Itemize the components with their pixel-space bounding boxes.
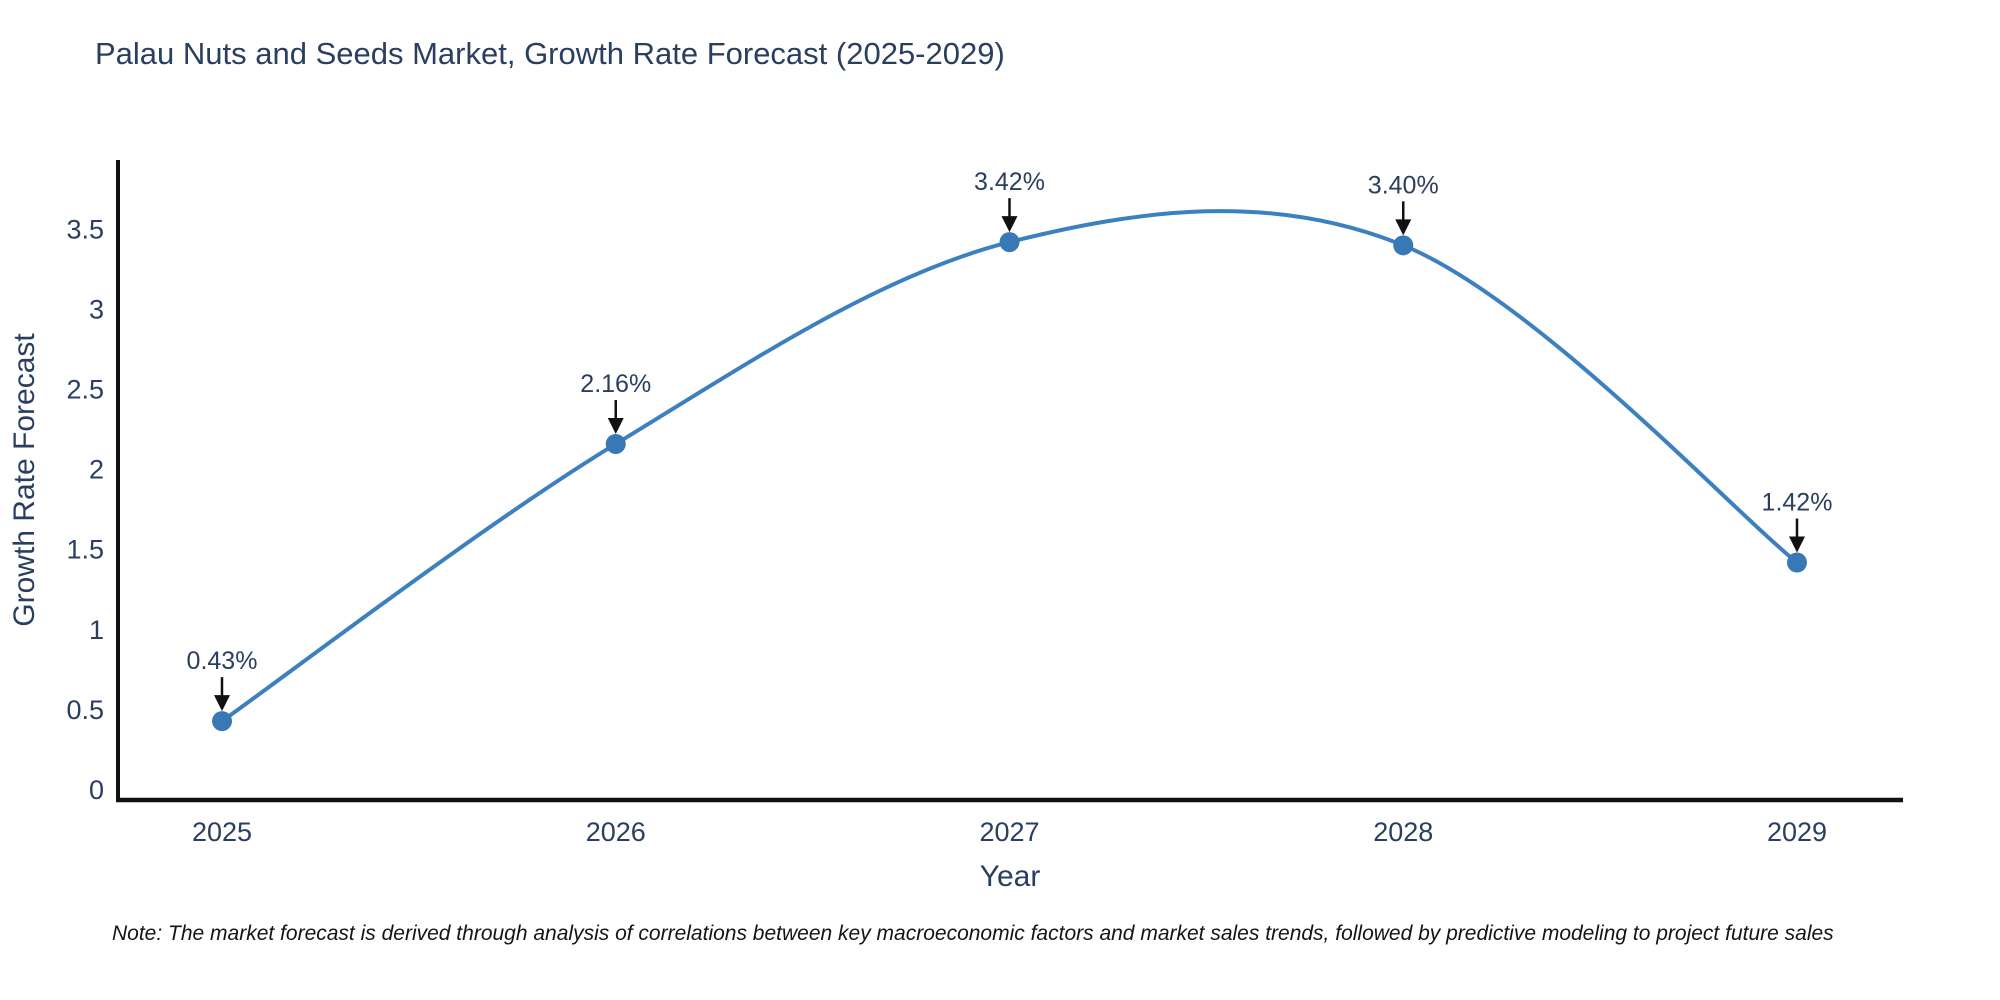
chart-title: Palau Nuts and Seeds Market, Growth Rate…: [95, 36, 1005, 71]
annotation-arrowhead-icon: [607, 417, 624, 434]
x-tick-label: 2027: [979, 817, 1039, 847]
annotation-label-2026: 2.16%: [580, 370, 651, 398]
y-tick-label: 1: [89, 615, 104, 645]
y-tick-label: 0: [89, 775, 104, 805]
data-point-2029[interactable]: [1787, 552, 1807, 573]
x-tick-label: 2026: [586, 817, 646, 847]
x-tick-label: 2025: [192, 817, 252, 847]
y-tick-label: 2.5: [66, 375, 104, 405]
annotation-arrowhead-icon: [1789, 536, 1805, 553]
annotation-label-2029: 1.42%: [1762, 489, 1833, 517]
y-tick-label: 3: [89, 294, 104, 324]
data-point-2025[interactable]: [212, 711, 232, 732]
y-tick-label: 3.5: [66, 214, 104, 244]
x-axis-title: Year: [980, 860, 1041, 893]
annotation-label-2025: 0.43%: [187, 647, 258, 675]
forecast-spline-line: [220, 209, 1799, 724]
y-axis-title: Growth Rate Forecast: [8, 333, 41, 627]
annotation-label-2027: 3.42%: [974, 168, 1045, 196]
data-point-2026[interactable]: [605, 433, 626, 454]
annotation-arrowhead-icon: [1001, 216, 1018, 233]
y-tick-label: 0.5: [66, 695, 104, 725]
y-tick-label: 2: [89, 455, 104, 485]
annotation-label-2028: 3.40%: [1368, 171, 1439, 199]
chart-footnote: Note: The market forecast is derived thr…: [112, 922, 1834, 945]
data-point-2027[interactable]: [999, 232, 1020, 253]
annotation-arrowhead-icon: [1395, 219, 1412, 236]
y-tick-label: 1.5: [66, 535, 104, 565]
data-point-2028[interactable]: [1393, 235, 1414, 256]
annotation-arrowhead-icon: [214, 695, 230, 712]
x-tick-label: 2029: [1767, 817, 1827, 847]
x-tick-label: 2028: [1373, 817, 1433, 847]
